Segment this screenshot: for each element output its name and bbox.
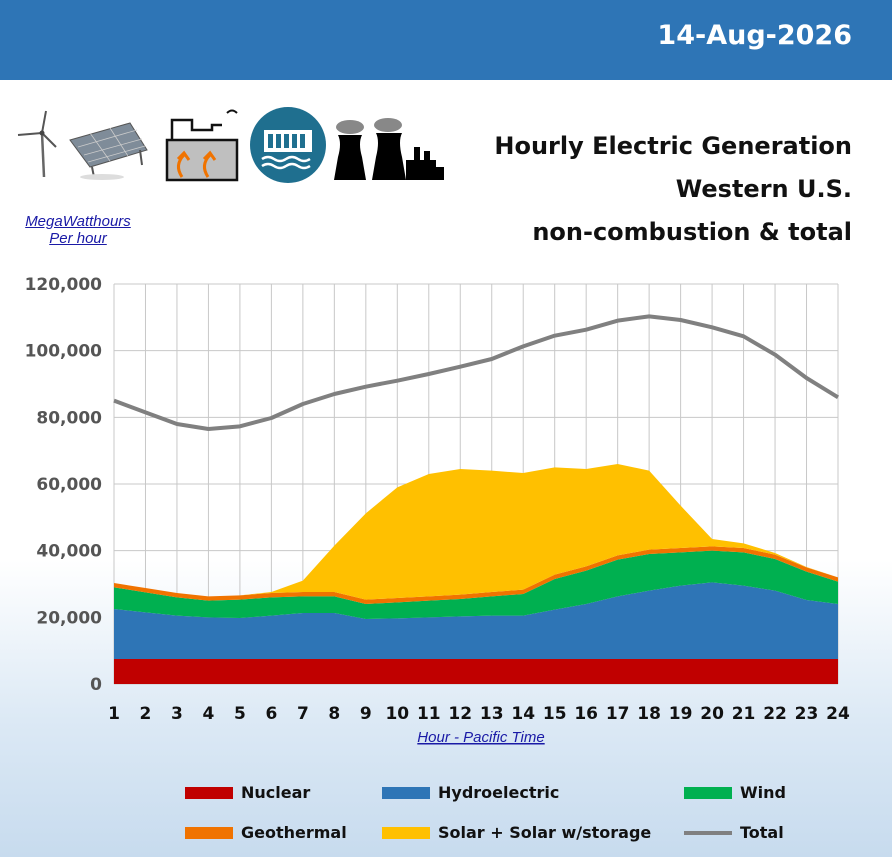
- geothermal-plant-icon: [165, 109, 239, 182]
- x-tick-label: 3: [171, 704, 183, 724]
- title-line-3: non-combustion & total: [532, 218, 852, 246]
- legend-label-geothermal: Geothermal: [241, 823, 347, 842]
- title-line-2: Western U.S.: [675, 175, 852, 203]
- legend-label-wind: Wind: [740, 783, 786, 802]
- chart-titles: Hourly Electric Generation Western U.S. …: [494, 125, 852, 254]
- header-bar: 14-Aug-2026: [0, 0, 892, 80]
- legend-item-hydro: Hydroelectric: [382, 783, 559, 802]
- x-tick-label: 10: [385, 704, 409, 724]
- legend-swatch-solar: [382, 826, 430, 839]
- x-tick-label: 12: [448, 704, 472, 724]
- legend-swatch-nuclear: [185, 786, 233, 799]
- x-tick-label: 17: [606, 704, 630, 724]
- generation-chart: 0 20,000 40,000 60,000 80,000 100,000 120,000 1…: [25, 275, 850, 746]
- area-geothermal: [114, 546, 838, 604]
- legend-item-wind: Wind: [684, 783, 786, 802]
- x-tick-label: 5: [234, 704, 246, 724]
- legend-swatch-hydro: [382, 786, 430, 799]
- x-tick-label: 15: [543, 704, 567, 724]
- legend-swatch-geothermal: [185, 826, 233, 839]
- x-tick-label: 14: [511, 704, 535, 724]
- wind-turbine-icon: [17, 110, 57, 178]
- line-total: [113, 314, 840, 431]
- x-axis-title: Hour - Pacific Time: [417, 729, 544, 746]
- x-tick-label: 11: [417, 704, 441, 724]
- legend-item-solar: Solar + Solar w/storage: [382, 823, 651, 842]
- x-tick-label: 1: [108, 704, 120, 724]
- x-tick-label: 21: [732, 704, 756, 724]
- legend-swatch-wind: [684, 786, 732, 799]
- date-label: 14-Aug-2026: [657, 20, 852, 51]
- y-tick-label: 0: [90, 675, 102, 695]
- y-tick-label: 100,000: [25, 342, 103, 362]
- x-tick-label: 18: [637, 704, 661, 724]
- unit-line-1: MegaWatthours: [25, 213, 131, 230]
- hydro-dam-icon: [250, 107, 326, 183]
- legend-label-total: Total: [740, 823, 784, 842]
- legend-item-nuclear: Nuclear: [185, 783, 310, 802]
- x-tick-label: 20: [700, 704, 724, 724]
- area-hydro: [114, 582, 838, 659]
- x-tick-label: 19: [669, 704, 693, 724]
- legend-item-total: Total: [684, 823, 784, 842]
- x-tick-label: 9: [360, 704, 372, 724]
- x-tick-label: 16: [574, 704, 598, 724]
- x-tick-label: 24: [826, 704, 850, 724]
- x-tick-label: 4: [203, 704, 215, 724]
- legend-swatch-total: [684, 830, 732, 835]
- legend-item-geothermal: Geothermal: [185, 823, 347, 842]
- y-tick-label: 20,000: [36, 608, 102, 628]
- solar-panel-icon: [69, 122, 148, 180]
- x-tick-label: 13: [480, 704, 504, 724]
- legend: Nuclear Hydroelectric Wind Geothermal So…: [0, 780, 892, 850]
- y-tick-label: 80,000: [36, 408, 102, 428]
- nuclear-plant-icon: [334, 118, 444, 180]
- x-tick-label: 6: [265, 704, 277, 724]
- legend-label-solar: Solar + Solar w/storage: [438, 823, 652, 842]
- x-tick-label: 2: [140, 704, 152, 724]
- y-tick-label: 60,000: [36, 475, 102, 495]
- x-tick-label: 23: [795, 704, 819, 724]
- energy-icons: [17, 107, 444, 183]
- unit-label: MegaWatthours Per hour: [18, 213, 138, 247]
- x-tick-label: 7: [297, 704, 309, 724]
- legend-label-hydro: Hydroelectric: [438, 783, 560, 802]
- legend-label-nuclear: Nuclear: [241, 783, 311, 802]
- y-tick-label: 120,000: [25, 275, 103, 295]
- y-tick-label: 40,000: [36, 542, 102, 562]
- x-tick-label: 22: [763, 704, 787, 724]
- unit-line-2: Per hour: [49, 230, 107, 247]
- x-tick-label: 8: [328, 704, 340, 724]
- area-wind: [114, 550, 838, 619]
- area-nuclear: [114, 659, 838, 684]
- title-line-1: Hourly Electric Generation: [494, 132, 852, 160]
- area-solar: [114, 464, 838, 600]
